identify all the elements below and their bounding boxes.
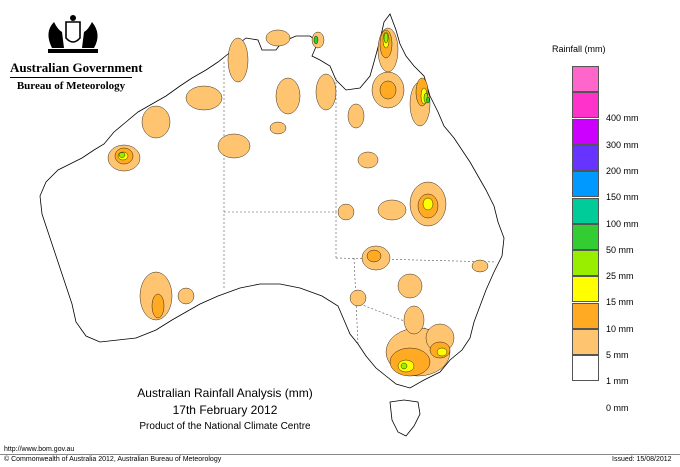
legend-label: 300 mm xyxy=(606,139,639,150)
legend-swatch xyxy=(572,171,599,198)
rain-15mm-regions xyxy=(118,32,429,370)
map-product: Product of the National Climate Centre xyxy=(139,421,311,432)
legend-swatch xyxy=(572,197,599,224)
legend-swatch xyxy=(572,118,599,145)
legend-title: Rainfall (mm) xyxy=(552,44,606,54)
legend-swatch xyxy=(572,302,599,329)
legend-label: 1 mm xyxy=(606,376,629,387)
legend-swatch xyxy=(572,66,599,92)
legend-label: 200 mm xyxy=(606,165,639,176)
legend-label: 0 mm xyxy=(606,402,629,413)
coat-of-arms-icon xyxy=(48,15,98,53)
legend-label: 400 mm xyxy=(606,113,639,124)
legend-label: 25 mm xyxy=(606,271,634,282)
legend-swatch xyxy=(572,223,599,250)
legend-label: 50 mm xyxy=(606,244,634,255)
legend-swatch xyxy=(572,329,599,355)
legend-label: 5 mm xyxy=(606,350,629,360)
map-title: Australian Rainfall Analysis (mm) xyxy=(137,386,313,400)
bureau-label: Bureau of Meteorology xyxy=(16,80,126,92)
legend-swatch xyxy=(572,92,599,119)
tasmania-outline xyxy=(389,399,421,437)
government-label: Australian Government xyxy=(10,60,143,75)
logo-divider xyxy=(10,77,132,78)
website-link[interactable]: http://www.bom.gov.au xyxy=(4,446,75,453)
legend-label: 15 mm xyxy=(606,297,634,308)
legend-label: 100 mm xyxy=(606,218,639,229)
copyright-notice: © Commonwealth of Australia 2012, Austra… xyxy=(4,456,222,463)
map-date: 17th February 2012 xyxy=(172,403,278,417)
legend-swatch xyxy=(572,144,599,171)
rain-25mm-regions xyxy=(313,35,430,104)
footer-divider xyxy=(0,454,680,455)
legend-swatch xyxy=(572,276,599,303)
issued-date: Issued: 15/08/2012 xyxy=(612,456,672,463)
legend-label: 10 mm xyxy=(606,323,634,334)
legend-label: 150 mm xyxy=(606,192,639,203)
legend-swatch xyxy=(572,250,599,277)
legend-swatch xyxy=(572,355,599,382)
